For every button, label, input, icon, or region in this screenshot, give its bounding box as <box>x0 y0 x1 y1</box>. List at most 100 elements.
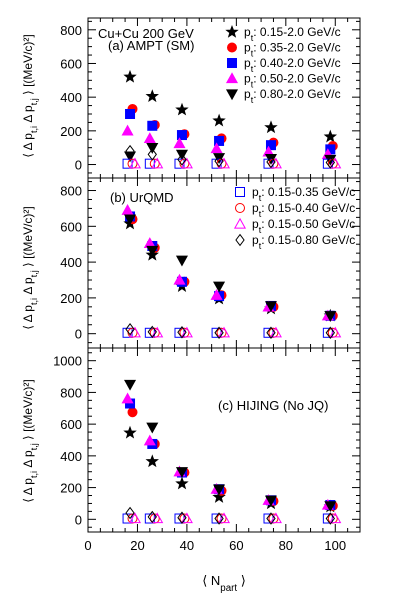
panel-urqmd: 0 200 400 600 800 (b) UrQMD pt: 0.15-0.35 GeV/… <box>60 177 361 349</box>
legend-marker-pt035_20 <box>227 42 237 53</box>
data-point-pt015_050 <box>180 326 193 338</box>
y-axis-title-c: ⟨ Δ pt,i Δ pt,j ⟩ [(MeV/c)²] <box>21 379 39 502</box>
data-point-pt015_080 <box>147 148 157 161</box>
data-point-pt050_20 <box>210 289 223 300</box>
data-point-pt080_20 <box>324 501 337 513</box>
data-point-pt050_20 <box>121 392 134 404</box>
data-point-pt015_080 <box>266 512 276 525</box>
data-point-pt080_20 <box>124 379 137 391</box>
data-point-pt080_20 <box>264 301 278 313</box>
y-tick-label: 0 <box>75 158 82 173</box>
data-point-pt080_20 <box>124 214 137 226</box>
x-tick-label: 0 <box>84 538 91 553</box>
legend-marker-pt015_20 <box>225 24 239 38</box>
data-point-pt050_20 <box>143 434 156 446</box>
data-point-pt015_080 <box>325 326 336 340</box>
y-tick-label: 800 <box>60 385 82 400</box>
y-tick-label: 400 <box>60 255 82 270</box>
data-point-pt015_050 <box>151 512 164 524</box>
y-tick-label: 0 <box>75 512 82 527</box>
data-point-pt015_080 <box>147 510 157 524</box>
data-point-pt080_20 <box>175 149 188 161</box>
data-point-pt040_20 <box>147 120 158 131</box>
y-tick-label: 400 <box>60 90 82 105</box>
data-point-pt080_20 <box>213 484 226 496</box>
x-tick-label: 100 <box>324 538 346 553</box>
legend-entry: pt: 0.15-0.40 GeV/c <box>252 201 355 219</box>
legend-entry: pt: 0.15-0.35 GeV/c <box>252 185 355 203</box>
data-point-pt050_20 <box>121 124 134 136</box>
panel-label: (b) UrQMD <box>110 190 174 205</box>
data-point-pt015_080 <box>266 326 276 340</box>
data-point-pt015_080 <box>125 322 135 336</box>
y-axis-title-a: ⟨ Δ pt,i Δ pt,j ⟩ [(MeV/c)²] <box>21 34 39 157</box>
data-point-pt040_20 <box>176 130 187 141</box>
data-point-pt015_050 <box>180 157 193 169</box>
y-tick-label: 600 <box>60 219 82 234</box>
y-tick-label: 200 <box>60 124 82 139</box>
y-tick-label: 600 <box>60 417 82 432</box>
data-point-pt080_20 <box>146 245 159 257</box>
collision-system-header: Cu+Cu 200 GeV <box>98 26 194 41</box>
panel-ampt: 0 200 400 600 800 (a) AMPT (SM) pt: 0.15-2.0 G… <box>60 17 361 179</box>
data-point-pt015_050 <box>217 512 231 524</box>
data-point-pt015_050 <box>269 157 282 169</box>
legend-marker-pt080_20 <box>225 89 239 101</box>
y-axis-title-b: ⟨ Δ pt,i Δ pt,j ⟩ [(MeV/c)²] <box>21 206 39 329</box>
legend-marker-pt015_080 <box>235 233 245 247</box>
data-point-pt080_20 <box>213 153 226 164</box>
data-point-pt015_080 <box>214 326 224 340</box>
data-point-pt040_20 <box>265 140 276 151</box>
x-tick-label: 60 <box>229 538 243 553</box>
data-point-pt080_20 <box>146 422 159 434</box>
data-point-pt015_080 <box>266 155 276 169</box>
y-tick-label: 0 <box>75 327 82 342</box>
data-point-pt015_20 <box>212 113 226 127</box>
data-point-pt050_20 <box>173 273 186 285</box>
data-point-pt015_20 <box>175 476 189 490</box>
y-tick-label: 1000 <box>53 354 82 369</box>
x-tick-label: 20 <box>130 538 144 553</box>
legend-marker-pt040_20 <box>227 58 237 68</box>
data-point-pt015_080 <box>214 154 224 168</box>
y-tick-label: 600 <box>60 56 82 71</box>
data-point-pt080_20 <box>175 255 188 267</box>
legend-marker-pt015_040 <box>235 203 245 213</box>
legend-marker-pt050_20 <box>225 72 239 84</box>
y-tick-label: 200 <box>60 481 82 496</box>
data-point-pt015_20 <box>145 454 159 468</box>
y-axis-titles: ⟨ Δ pt,i Δ pt,j ⟩ [(MeV/c)²] ⟨ Δ pt,i Δ … <box>21 34 39 502</box>
legend-entry: pt: 0.35-2.0 GeV/c <box>244 41 341 59</box>
data-point-pt050_20 <box>143 132 156 144</box>
y-tick-label: 800 <box>60 184 82 199</box>
data-point-pt035_20 <box>127 407 138 418</box>
panel-label: (c) HIJING (No JQ) <box>218 398 329 413</box>
data-point-pt050_20 <box>173 137 186 149</box>
data-point-pt015_080 <box>214 512 224 525</box>
data-point-pt015_080 <box>147 325 157 339</box>
panel-label: (a) AMPT (SM) <box>108 38 194 53</box>
data-point-pt015_050 <box>329 326 342 338</box>
data-point-pt015_050 <box>217 326 231 338</box>
data-point-pt080_20 <box>175 467 188 478</box>
legend-marker-pt015_050 <box>233 217 247 229</box>
data-point-pt015_050 <box>128 512 142 524</box>
data-point-pt080_20 <box>324 311 337 322</box>
legend-entry: pt: 0.50-2.0 GeV/c <box>244 72 341 90</box>
data-point-pt015_20 <box>145 89 159 103</box>
panel-hijing: 0 200 400 600 800 1000 0 20 40 60 80 100 (c) HIJING … <box>53 347 361 553</box>
legend-marker-pt015_035 <box>235 187 245 197</box>
data-point-pt080_20 <box>264 495 278 507</box>
y-tick-label: 200 <box>60 291 82 306</box>
data-point-pt015_080 <box>125 144 135 158</box>
plot-frame <box>87 347 361 533</box>
data-point-pt015_080 <box>177 326 187 339</box>
data-point-pt015_050 <box>180 512 193 524</box>
data-point-pt040_20 <box>214 135 225 146</box>
data-point-pt015_20 <box>123 69 137 83</box>
data-point-pt015_080 <box>125 506 135 520</box>
data-point-pt050_20 <box>121 204 134 215</box>
x-tick-label: 80 <box>279 538 293 553</box>
y-tick-label: 800 <box>60 23 82 38</box>
data-point-pt015_050 <box>151 326 164 338</box>
